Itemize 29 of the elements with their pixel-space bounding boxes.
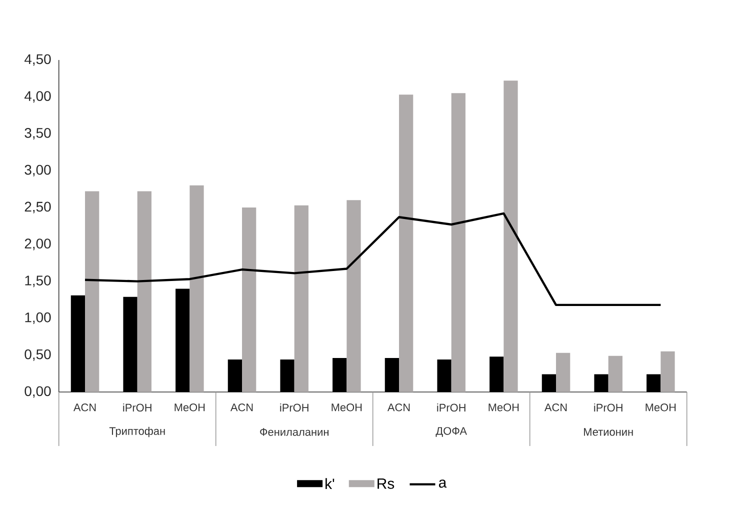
legend-label: k' — [326, 478, 334, 489]
x-tick-label: ACN — [230, 404, 253, 412]
x-tick-label: ACN — [387, 404, 410, 412]
x-tick-label: ACN — [544, 404, 567, 412]
text: Фенилаланин — [260, 428, 328, 436]
y-tick-label: 1,00 — [25, 312, 51, 324]
x-tick-label: ACN — [73, 404, 96, 412]
x-tick-label: iPrOH — [280, 404, 308, 412]
y-tick-label: 2,50 — [24, 202, 51, 214]
x-tick-label: iPrOH — [123, 404, 152, 412]
x-tick-label: MeOH — [488, 404, 519, 412]
text: Триптофан — [109, 426, 165, 438]
text: Метионин — [584, 428, 633, 436]
x-tick-label: MeOH — [646, 404, 676, 412]
legend-label: Rs — [378, 478, 394, 489]
y-tick-label: 0,50 — [24, 349, 51, 361]
x-tick-label: iPrOH — [437, 404, 466, 412]
y-tick-label: 4,00 — [24, 91, 51, 103]
y-tick-label: 3,50 — [24, 128, 51, 140]
y-tick-label: 0,00 — [24, 386, 51, 398]
y-tick-label: 3,00 — [24, 164, 51, 176]
x-tick-label: MeOH — [332, 404, 362, 412]
y-tick-label: 1,50 — [25, 276, 51, 288]
x-tick-label: iPrOH — [594, 404, 622, 412]
y-tick-label: 2,00 — [24, 238, 51, 250]
legend-label: a — [438, 480, 447, 488]
x-tick-label: MeOH — [174, 404, 205, 412]
y-tick-label: 4,50 — [24, 54, 51, 66]
text: ДОФА — [436, 427, 467, 437]
